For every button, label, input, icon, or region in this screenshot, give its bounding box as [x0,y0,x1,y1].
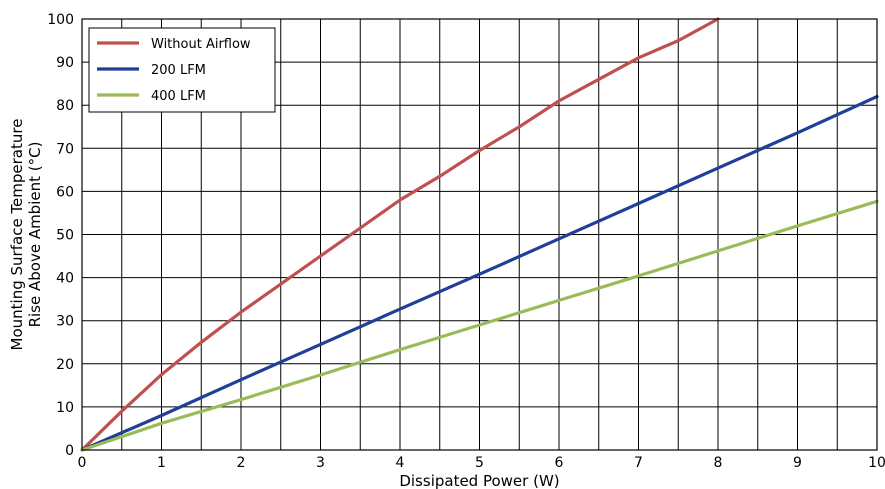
x-tick-label: 6 [555,455,564,471]
y-tick-label: 60 [56,184,74,200]
legend-label: 400 LFM [151,89,206,104]
y-tick-labels: 0 10 20 30 40 50 60 70 80 90 100 [47,12,74,459]
y-axis-label-line-2: Rise Above Ambient (°C) [26,142,44,328]
x-tick-label: 9 [793,455,802,471]
y-tick-label: 100 [47,12,74,28]
x-tick-label: 1 [157,455,166,471]
plot-frame [81,18,878,451]
x-tick-labels: 0 1 2 3 4 5 6 7 8 9 10 [78,455,885,471]
y-axis-label: Mounting Surface Temperature Rise Above … [8,119,44,351]
y-tick-label: 70 [56,141,74,157]
legend: Without Airflow 200 LFM 400 LFM [88,27,276,113]
y-axis-label-line-1: Mounting Surface Temperature [8,119,26,351]
grid [82,19,877,450]
series-line-3 [80,199,879,452]
y-tick-label: 80 [56,98,74,114]
x-tick-label: 4 [396,455,405,471]
y-tick-label: 50 [56,228,74,244]
y-tick-label: 0 [65,443,74,459]
y-tick-label: 20 [56,357,74,373]
x-tick-label: 3 [316,455,325,471]
legend-label: Without Airflow [151,37,251,52]
x-tick-label: 8 [714,455,723,471]
series-line-2 [80,94,879,452]
series-layer [80,17,879,452]
x-tick-label: 7 [634,455,643,471]
y-tick-label: 30 [56,314,74,330]
y-tick-label: 40 [56,271,74,287]
x-tick-label: 2 [237,455,246,471]
series-line-1 [80,17,720,452]
x-tick-label: 5 [475,455,484,471]
y-tick-label: 90 [56,55,74,71]
legend-label: 200 LFM [151,63,206,78]
x-tick-label: 0 [78,455,87,471]
x-tick-label: 10 [868,455,885,471]
y-tick-label: 10 [56,400,74,416]
x-axis-label: Dissipated Power (W) [399,472,559,489]
